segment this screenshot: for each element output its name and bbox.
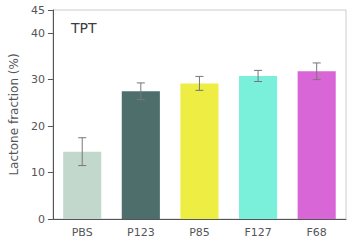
svg-text:45: 45 [31, 4, 45, 17]
svg-text:TPT: TPT [70, 20, 97, 36]
svg-text:0: 0 [38, 213, 45, 226]
svg-text:P85: P85 [189, 226, 210, 239]
svg-text:PBS: PBS [72, 226, 93, 239]
svg-text:40: 40 [31, 27, 45, 40]
svg-text:P123: P123 [127, 226, 155, 239]
svg-text:F127: F127 [244, 226, 271, 239]
svg-text:Lactone fraction (%): Lactone fraction (%) [7, 53, 21, 175]
svg-text:20: 20 [31, 120, 45, 133]
svg-text:F68: F68 [307, 226, 327, 239]
svg-text:30: 30 [31, 73, 45, 86]
svg-text:10: 10 [31, 166, 45, 179]
